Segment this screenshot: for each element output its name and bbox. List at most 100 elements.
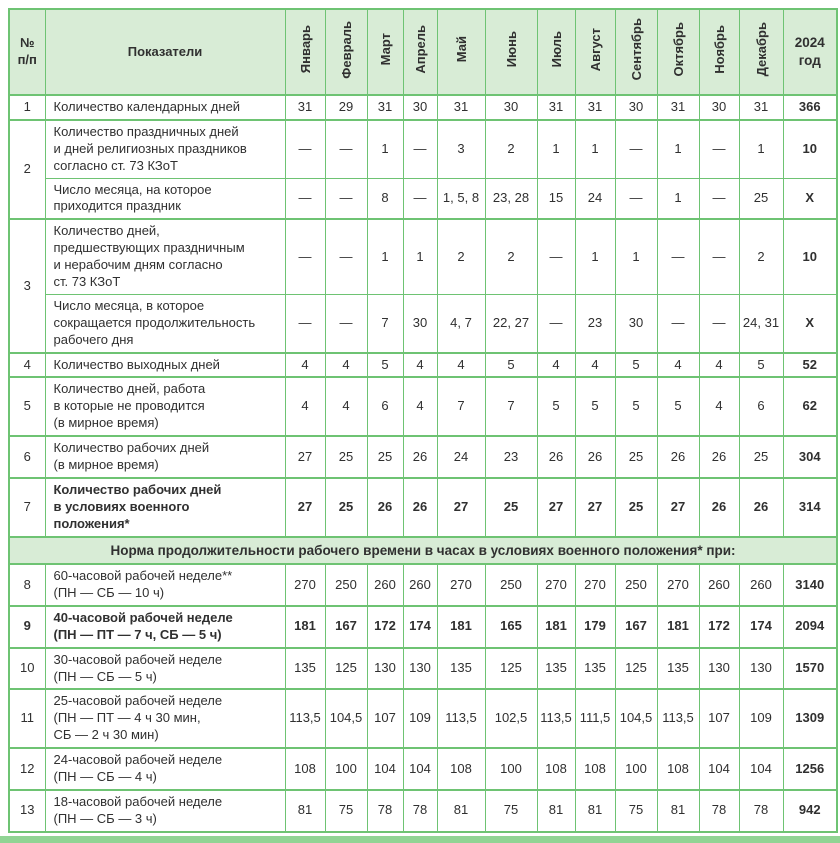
column-header-year-total: 2024 год <box>782 8 838 96</box>
month-value-cell: 108 <box>656 747 700 791</box>
month-value-cell: 135 <box>284 646 326 690</box>
month-value-cell: 179 <box>574 604 616 649</box>
month-label: Май <box>453 36 469 63</box>
month-value-cell: 7 <box>484 376 538 437</box>
month-value-cell: 27 <box>536 476 576 538</box>
month-value-cell: 5 <box>536 376 576 437</box>
table-row: 5 Количество дней, работа в которые не пр… <box>8 376 838 437</box>
year-total-cell: X <box>782 177 838 220</box>
month-value-cell: 4 <box>574 351 616 378</box>
indicator-label: Количество выходных дней <box>44 351 286 378</box>
month-value-cell: 26 <box>536 435 576 479</box>
month-value-cell: 125 <box>484 646 538 690</box>
month-value-cell: 26 <box>738 476 784 538</box>
month-value-cell: 104 <box>738 747 784 791</box>
month-label: Август <box>587 27 603 72</box>
month-value-cell: 81 <box>574 788 616 833</box>
month-value-cell: 81 <box>436 788 486 833</box>
month-value-cell: 270 <box>656 563 700 607</box>
month-value-cell: — <box>656 218 700 295</box>
header-row: № п/п Показатели Январь Февраль Март Апр… <box>8 8 838 96</box>
month-value-cell: 24 <box>574 177 616 220</box>
table-row: 6 Количество рабочих дней (в мирное время… <box>8 435 838 479</box>
month-value-cell: — <box>284 293 326 354</box>
month-value-cell: 31 <box>436 94 486 121</box>
year-total-cell: 2094 <box>782 604 838 649</box>
month-value-cell: 270 <box>536 563 576 607</box>
month-label: Октябрь <box>670 22 686 77</box>
month-value-cell: — <box>698 118 740 179</box>
indicator-label: Количество рабочих дней в условиях военн… <box>44 476 286 538</box>
column-header-december: Декабрь <box>738 8 784 96</box>
month-value-cell: 250 <box>614 563 658 607</box>
month-value-cell: 5 <box>738 351 784 378</box>
month-value-cell: 109 <box>738 688 784 749</box>
month-value-cell: 107 <box>698 688 740 749</box>
row-number: 2 <box>8 118 46 220</box>
month-value-cell: 1 <box>536 118 576 179</box>
month-value-cell: 3 <box>436 118 486 179</box>
month-value-cell: 113,5 <box>656 688 700 749</box>
month-value-cell: — <box>536 218 576 295</box>
table-row: Число месяца, на которое приходится праз… <box>9 177 838 220</box>
indicator-label: Количество праздничных дней и дней религ… <box>44 118 286 179</box>
month-value-cell: 25 <box>366 435 404 479</box>
month-value-cell: 26 <box>402 435 438 479</box>
month-value-cell: 1 <box>366 218 404 295</box>
month-value-cell: 26 <box>656 435 700 479</box>
month-value-cell: 111,5 <box>574 688 616 749</box>
month-value-cell: — <box>284 218 326 295</box>
month-value-cell: 31 <box>536 94 576 121</box>
month-value-cell: 102,5 <box>484 688 538 749</box>
month-value-cell: 6 <box>738 376 784 437</box>
table-row: Число месяца, в которое сокращается прод… <box>9 293 838 354</box>
table-row: 12 24-часовой рабочей неделе (ПН — СБ — 4… <box>8 747 838 791</box>
month-value-cell: 125 <box>324 646 368 690</box>
month-value-cell: 165 <box>484 604 538 649</box>
month-value-cell: 5 <box>484 351 538 378</box>
month-value-cell: 23 <box>484 435 538 479</box>
month-value-cell: 27 <box>574 476 616 538</box>
month-value-cell: 130 <box>402 646 438 690</box>
row-number: 8 <box>8 563 46 607</box>
month-value-cell: 5 <box>656 376 700 437</box>
month-value-cell: 30 <box>614 293 658 354</box>
production-calendar-table: № п/п Показатели Январь Февраль Март Апр… <box>8 8 838 833</box>
month-value-cell: 4 <box>324 376 368 437</box>
month-value-cell: — <box>698 177 740 220</box>
month-value-cell: — <box>698 293 740 354</box>
month-value-cell: 181 <box>656 604 700 649</box>
month-value-cell: 4 <box>698 351 740 378</box>
indicator-label: 60-часовой рабочей неделе** (ПН — СБ — 1… <box>44 563 286 607</box>
month-label: Апрель <box>412 25 428 74</box>
month-value-cell: 5 <box>574 376 616 437</box>
column-header-september: Сентябрь <box>614 8 658 96</box>
month-value-cell: 8 <box>366 177 404 220</box>
month-value-cell: 108 <box>574 747 616 791</box>
month-value-cell: — <box>536 293 576 354</box>
year-total-cell: 1256 <box>782 747 838 791</box>
table-row: 9 40-часовой рабочей неделе (ПН — ПТ — 7 … <box>8 604 838 649</box>
row-number: 12 <box>8 747 46 791</box>
month-value-cell: 130 <box>738 646 784 690</box>
month-value-cell: 4 <box>656 351 700 378</box>
indicator-label: Количество дней, работа в которые не про… <box>44 376 286 437</box>
column-header-april: Апрель <box>402 8 438 96</box>
month-value-cell: 23 <box>574 293 616 354</box>
month-value-cell: 25 <box>324 435 368 479</box>
month-value-cell: 5 <box>614 351 658 378</box>
month-value-cell: 250 <box>324 563 368 607</box>
table-body: 1 Количество календарных дней 31 29 31 30 31 30… <box>8 94 838 833</box>
bottom-accent-bar <box>0 835 840 843</box>
column-header-january: Январь <box>284 8 326 96</box>
month-value-cell: 30 <box>402 293 438 354</box>
month-value-cell: 135 <box>574 646 616 690</box>
month-value-cell: 22, 27 <box>484 293 538 354</box>
column-header-number: № п/п <box>8 8 46 96</box>
year-total-cell: 1570 <box>782 646 838 690</box>
month-value-cell: 113,5 <box>536 688 576 749</box>
month-value-cell: 181 <box>536 604 576 649</box>
row-number: 13 <box>8 788 46 833</box>
table-row: 1 Количество календарных дней 31 29 31 30 31 30… <box>8 94 838 121</box>
month-value-cell: — <box>324 293 368 354</box>
